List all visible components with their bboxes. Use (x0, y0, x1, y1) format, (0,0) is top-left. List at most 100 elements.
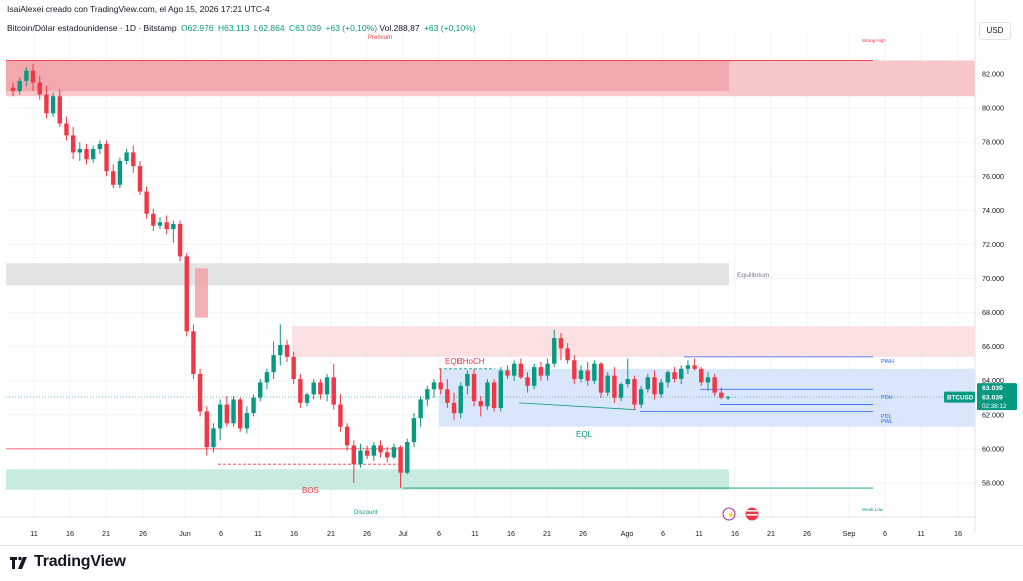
candle-body (177, 223, 183, 257)
candle-body (10, 87, 16, 92)
candle-body (385, 452, 390, 458)
candle-body (511, 363, 517, 376)
candle-body (532, 367, 537, 386)
candle-body (498, 370, 504, 408)
candle-body (465, 373, 470, 386)
choch-label: CHoCH (457, 357, 485, 366)
candle-body (17, 80, 22, 92)
pdl-label: PDL (881, 414, 892, 420)
symbol-tag-text: BTCUSD (947, 395, 974, 402)
equilibrium-label: Equilibrium (737, 272, 769, 279)
time-axis-tick: 11 (254, 529, 261, 538)
time-axis-tick: 6 (883, 529, 887, 538)
candle-body (70, 135, 76, 153)
candle-body (705, 377, 711, 383)
candle-body (398, 447, 403, 473)
candle-body (258, 382, 263, 398)
time-axis-tick: 16 (731, 529, 739, 538)
time-axis-tick: 11 (695, 529, 702, 538)
candle-body (692, 365, 697, 369)
price-axis-tick: 64.000 (982, 376, 1004, 385)
candle-body (632, 379, 637, 405)
candle-body (157, 222, 163, 226)
time-axis-tick: Jun (179, 529, 191, 538)
candle-body (291, 356, 296, 380)
candle-body (525, 377, 530, 386)
candle-body (578, 370, 584, 380)
volume-value: Vol.288,87 (379, 23, 420, 33)
candle-body (458, 385, 463, 414)
candle-body (405, 442, 410, 473)
candle-body (164, 222, 169, 230)
time-axis-tick: 11 (471, 529, 478, 538)
lightning-glyph: ⚡ (727, 510, 736, 519)
price-axis-tick: 58.000 (982, 478, 1004, 487)
candle-body (224, 404, 230, 424)
tradingview-footer: TradingView (8, 553, 126, 571)
candle-body (364, 450, 370, 456)
candle-body (598, 363, 604, 393)
candle-body (725, 397, 731, 399)
footer-divider (0, 545, 1023, 546)
price-chart[interactable]: Premium Strong High Equilibrium Discount Wea… (0, 0, 1023, 545)
time-axis-tick: 21 (767, 529, 775, 538)
candle-body (244, 413, 250, 429)
candle-body (538, 367, 544, 376)
weak-low-label: Weak Low (862, 507, 884, 512)
pdh-label: PDH (881, 395, 893, 401)
candle-body (331, 377, 336, 405)
candle-body (117, 160, 123, 185)
time-axis-tick: 21 (543, 529, 551, 538)
currency-selector[interactable]: USD (979, 22, 1011, 40)
candle-body (338, 404, 343, 427)
candle-body (77, 149, 83, 153)
candle-body (251, 397, 256, 414)
discount-zone (6, 469, 729, 490)
candle-body (231, 399, 236, 424)
candle-body (518, 363, 524, 378)
supply-zone (292, 326, 975, 357)
candle-body (438, 382, 443, 390)
strong-high-label: Strong High (862, 38, 886, 43)
eqh-label: EQH (445, 357, 463, 366)
time-axis-tick: 11 (30, 529, 37, 538)
time-axis-tick: 6 (219, 529, 223, 538)
candle-body (237, 399, 243, 429)
candle-body (411, 418, 417, 443)
candle-body (371, 445, 377, 456)
bos-label: BOS (302, 486, 319, 495)
close-value: C63.039 (289, 23, 322, 33)
last-price-tag (977, 383, 1017, 411)
time-axis-tick: 26 (139, 529, 147, 538)
price-axis-tick: 80.000 (982, 104, 1004, 113)
candle-body (391, 447, 397, 458)
flag-stripe (746, 514, 758, 516)
time-axis-tick: Jul (398, 529, 408, 538)
candle-body (211, 428, 216, 448)
candle-body (471, 373, 477, 402)
time-axis-tick: 26 (363, 529, 371, 538)
candle-body (57, 96, 62, 124)
candle-body (612, 375, 617, 398)
candle-body (124, 152, 129, 161)
candle-body (131, 152, 136, 167)
low-value: L62.864 (253, 23, 285, 33)
price-axis-tick: 82.000 (982, 70, 1004, 79)
candle-body (84, 149, 89, 160)
candle-body (558, 338, 564, 349)
price-axis-tick: 68.000 (982, 308, 1004, 317)
candle-body (445, 389, 450, 403)
chart-author-caption: IsaiAlexei creado con TradingView.com, e… (7, 4, 270, 14)
candle-body (618, 384, 624, 398)
symbol-legend: Bitcoin/Dólar estadounidense · 1D · Bits… (7, 23, 475, 33)
volume-change-value: +63 (+0,10%) (423, 23, 476, 33)
candle-body (478, 401, 483, 407)
candle-body (64, 123, 69, 136)
time-axis-tick: 6 (437, 529, 441, 538)
candle-body (378, 445, 383, 453)
candle-body (50, 96, 56, 114)
candle-body (197, 373, 203, 412)
time-axis-tick: 16 (507, 529, 515, 538)
candle-body (111, 171, 116, 185)
candle-body (137, 166, 143, 192)
